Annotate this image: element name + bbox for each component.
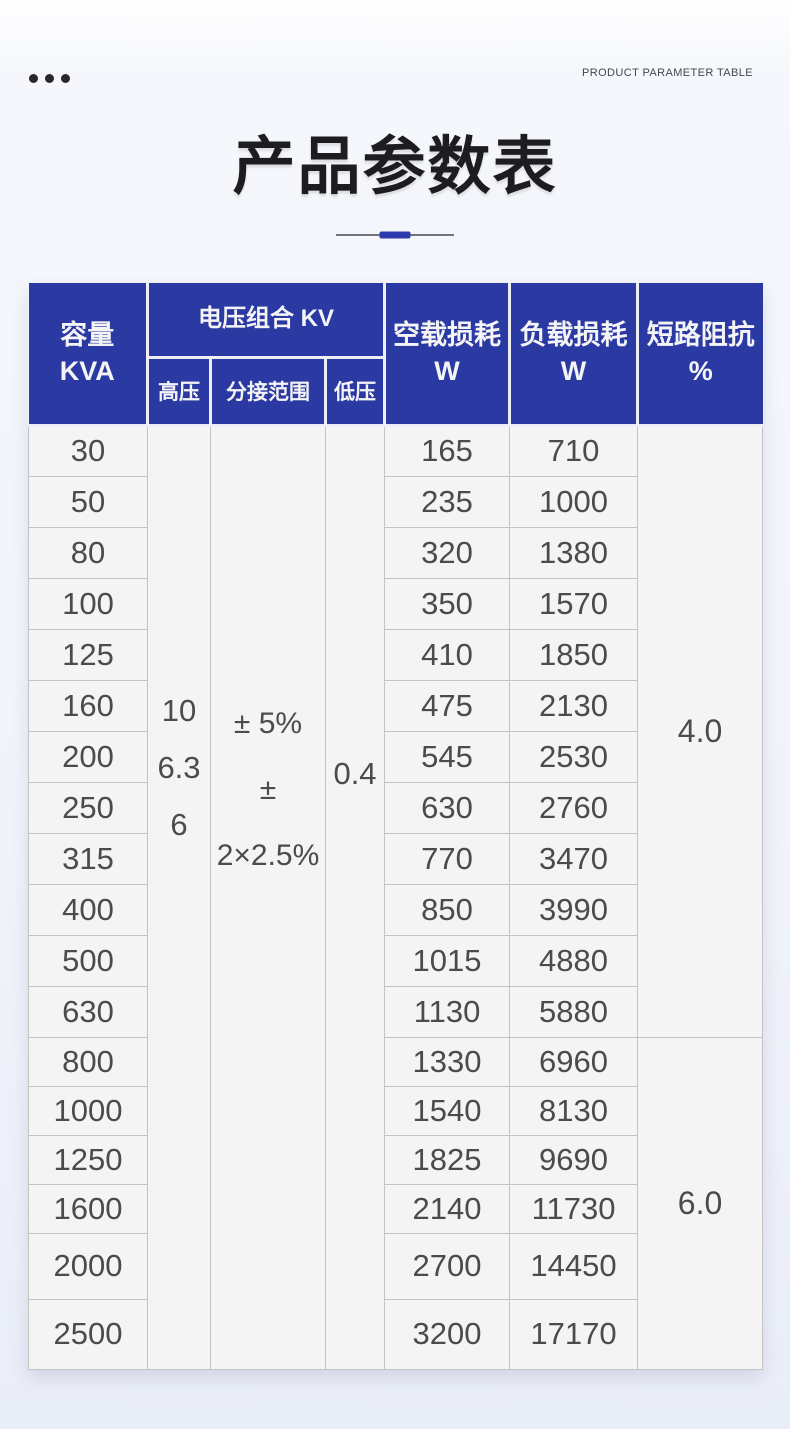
- load-loss-cell: 11730: [509, 1183, 639, 1234]
- dot-icon: [61, 74, 70, 83]
- capacity-cell: 200: [28, 730, 148, 783]
- table-row: 1600 2140 11730: [28, 1183, 763, 1234]
- table-row: 160 475 2130: [28, 679, 763, 732]
- capacity-cell: 80: [28, 526, 148, 579]
- capacity-cell: 1000: [28, 1085, 148, 1136]
- no-load-loss-cell: 1015: [384, 934, 511, 987]
- col-header-low-voltage: 低压: [323, 355, 387, 427]
- no-load-loss-cell: 850: [384, 883, 511, 936]
- ellipsis-icon: [29, 74, 70, 83]
- no-load-loss-cell: 2140: [384, 1183, 511, 1234]
- capacity-cell: 100: [28, 577, 148, 630]
- table-row: 250 630 2760: [28, 781, 763, 834]
- table-row: 125 410 1850: [28, 628, 763, 681]
- load-loss-cell: 3990: [509, 883, 639, 936]
- load-loss-cell: 2530: [509, 730, 639, 783]
- table-row: 80 320 1380: [28, 526, 763, 579]
- load-loss-cell: 14450: [509, 1232, 639, 1300]
- col-header-high-voltage: 高压: [146, 355, 212, 427]
- dot-icon: [29, 74, 38, 83]
- load-loss-cell: 2760: [509, 781, 639, 834]
- load-loss-cell: 8130: [509, 1085, 639, 1136]
- capacity-cell: 800: [28, 1036, 148, 1087]
- load-loss-cell: 17170: [509, 1298, 639, 1370]
- no-load-loss-cell: 545: [384, 730, 511, 783]
- no-load-loss-cell: 1540: [384, 1085, 511, 1136]
- eyebrow-text: PRODUCT PARAMETER TABLE: [582, 67, 753, 79]
- capacity-cell: 30: [28, 424, 148, 477]
- table-row: 2500 3200 17170: [28, 1298, 763, 1370]
- load-loss-cell: 9690: [509, 1134, 639, 1185]
- capacity-cell: 1600: [28, 1183, 148, 1234]
- impedance-merged-cell-a: 4.0: [637, 424, 764, 1038]
- no-load-loss-cell: 630: [384, 781, 511, 834]
- load-loss-cell: 1000: [509, 475, 639, 528]
- capacity-cell: 315: [28, 832, 148, 885]
- dot-icon: [45, 74, 54, 83]
- header-row-sub: 高压 分接范围 低压: [29, 355, 763, 427]
- load-loss-cell: 5880: [509, 985, 639, 1038]
- capacity-cell: 160: [28, 679, 148, 732]
- capacity-cell: 250: [28, 781, 148, 834]
- load-loss-cell: 2130: [509, 679, 639, 732]
- table-row: 400 850 3990: [28, 883, 763, 936]
- table-row: 1250 1825 9690: [28, 1134, 763, 1185]
- col-header-load-loss: 负载损耗 W: [508, 283, 640, 427]
- no-load-loss-cell: 770: [384, 832, 511, 885]
- tap-range-merged-cell: ± 5% ± 2×2.5%: [210, 424, 326, 1370]
- col-header-tap-range: 分接范围: [209, 355, 327, 427]
- no-load-loss-cell: 320: [384, 526, 511, 579]
- header-row-top: 容量 KVA 电压组合 KV 空载损耗 W 负载损耗 W 短路阻抗 %: [28, 283, 763, 427]
- table-row: 500 1015 4880: [28, 934, 763, 987]
- product-parameter-table: 容量 KVA 电压组合 KV 空载损耗 W 负载损耗 W 短路阻抗 % 高: [28, 283, 764, 1370]
- load-loss-cell: 1570: [509, 577, 639, 630]
- page-title: 产品参数表: [232, 132, 558, 202]
- impedance-merged-cell-b: 6.0: [637, 1036, 764, 1370]
- no-load-loss-cell: 165: [384, 424, 511, 477]
- high-voltage-merged-cell: 10 6.3 6: [147, 424, 211, 1370]
- table-row: 200 545 2530: [28, 730, 763, 783]
- no-load-loss-cell: 1330: [384, 1036, 511, 1087]
- capacity-cell: 630: [28, 985, 148, 1038]
- table-row: 2000 2700 14450: [28, 1232, 763, 1300]
- load-loss-cell: 4880: [509, 934, 639, 987]
- no-load-loss-cell: 350: [384, 577, 511, 630]
- low-voltage-merged-cell: 0.4: [324, 424, 386, 1370]
- no-load-loss-cell: 1130: [384, 985, 511, 1038]
- no-load-loss-cell: 3200: [384, 1298, 511, 1370]
- title-divider: [336, 231, 454, 239]
- table-row: 1000 1540 8130: [28, 1085, 763, 1136]
- load-loss-cell: 1380: [509, 526, 639, 579]
- no-load-loss-cell: 2700: [384, 1232, 511, 1300]
- capacity-cell: 125: [28, 628, 148, 681]
- no-load-loss-cell: 1825: [384, 1134, 511, 1185]
- col-header-impedance: 短路阻抗 %: [636, 283, 763, 427]
- table-row: 630 1130 5880: [28, 985, 763, 1038]
- load-loss-cell: 1850: [509, 628, 639, 681]
- load-loss-cell: 710: [509, 424, 639, 477]
- col-header-no-load-loss: 空载损耗 W: [383, 283, 512, 427]
- no-load-loss-cell: 475: [384, 679, 511, 732]
- capacity-cell: 2500: [28, 1298, 148, 1370]
- capacity-cell: 2000: [28, 1232, 148, 1300]
- load-loss-cell: 6960: [509, 1036, 639, 1087]
- no-load-loss-cell: 235: [384, 475, 511, 528]
- table-row: 800 1330 6960 6.0: [28, 1036, 764, 1370]
- load-loss-cell: 3470: [509, 832, 639, 885]
- capacity-cell: 500: [28, 934, 148, 987]
- capacity-cell: 50: [28, 475, 148, 528]
- capacity-cell: 400: [28, 883, 148, 936]
- col-header-capacity: 容量 KVA: [28, 283, 149, 427]
- table-row: 30 10 6.3 6 ± 5% ± 2×2.5% 0.4: [28, 424, 764, 1370]
- divider-accent: [379, 231, 411, 239]
- no-load-loss-cell: 410: [384, 628, 511, 681]
- col-header-voltage-group: 电压组合 KV: [145, 283, 387, 359]
- capacity-cell: 1250: [28, 1134, 148, 1185]
- table-row: 50 235 1000: [28, 475, 763, 528]
